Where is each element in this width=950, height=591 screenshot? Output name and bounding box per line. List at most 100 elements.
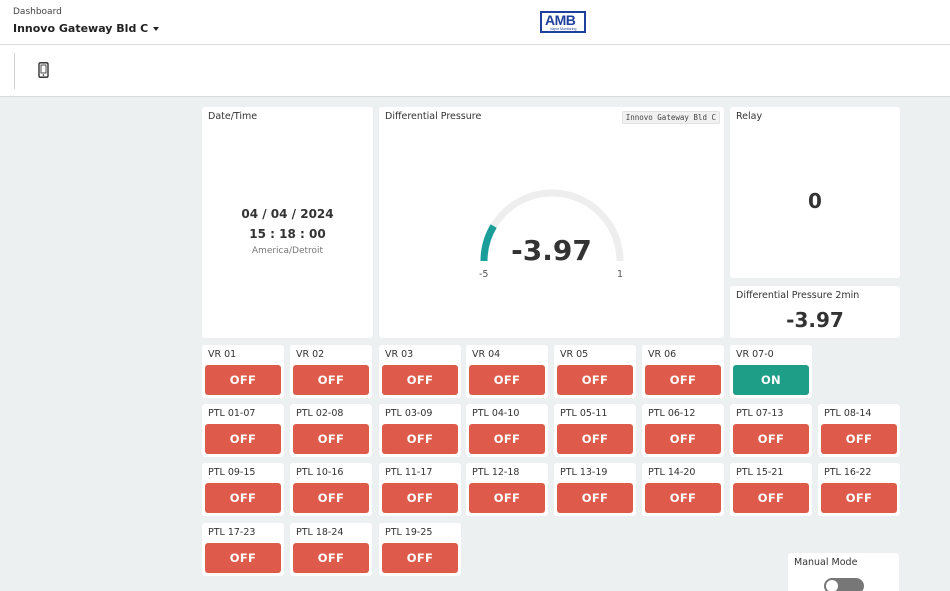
switch-label: PTL 16-22 <box>824 467 872 478</box>
datetime-label: Date/Time <box>208 111 258 122</box>
switch-toggle-button[interactable]: OFF <box>205 483 281 513</box>
switch-card: PTL 13-19 OFF <box>554 463 636 516</box>
manual-mode-toggle[interactable] <box>824 578 864 591</box>
switch-card: PTL 08-14 OFF <box>818 404 900 457</box>
switch-toggle-button[interactable]: OFF <box>382 543 458 573</box>
device-badge: Innovo Gateway Bld C <box>621 111 720 124</box>
switch-toggle-button[interactable]: OFF <box>469 365 545 395</box>
switch-card: VR 06 OFF <box>642 345 724 398</box>
differential-pressure-2min-label: Differential Pressure 2min <box>736 290 860 301</box>
differential-pressure-card: Differential Pressure Innovo Gateway Bld… <box>379 107 724 338</box>
switch-toggle-button[interactable]: OFF <box>205 424 281 454</box>
switch-card: PTL 10-16 OFF <box>290 463 372 516</box>
switch-card: PTL 05-11 OFF <box>554 404 636 457</box>
switch-label: VR 04 <box>472 349 501 360</box>
switch-toggle-button[interactable]: OFF <box>557 365 633 395</box>
switch-label: PTL 05-11 <box>560 408 608 419</box>
switch-label: VR 05 <box>560 349 589 360</box>
toggle-knob <box>826 580 838 591</box>
switch-toggle-button[interactable]: OFF <box>382 424 458 454</box>
switch-label: PTL 15-21 <box>736 467 784 478</box>
switch-toggle-button[interactable]: OFF <box>557 424 633 454</box>
switch-toggle-button[interactable]: OFF <box>557 483 633 513</box>
switch-label: PTL 08-14 <box>824 408 872 419</box>
relay-label: Relay <box>736 111 763 122</box>
current-time: 15 : 18 : 00 <box>249 227 326 241</box>
toolbar <box>0 45 950 97</box>
differential-pressure-2min-value: -3.97 <box>786 308 844 332</box>
switch-card: PTL 03-09 OFF <box>379 404 461 457</box>
switch-card: PTL 19-25 OFF <box>379 523 461 576</box>
switch-toggle-button[interactable]: OFF <box>205 365 281 395</box>
switch-label: VR 03 <box>385 349 414 360</box>
switch-card: PTL 17-23 OFF <box>202 523 284 576</box>
switch-card: VR 01 OFF <box>202 345 284 398</box>
manual-mode-label: Manual Mode <box>794 557 858 568</box>
pressure-gauge <box>480 189 624 262</box>
switch-label: PTL 11-17 <box>385 467 433 478</box>
switch-card: VR 04 OFF <box>466 345 548 398</box>
switch-toggle-button[interactable]: OFF <box>469 424 545 454</box>
switch-toggle-button[interactable]: OFF <box>733 483 809 513</box>
manual-mode-card: Manual Mode <box>788 553 899 591</box>
relay-card: Relay 0 <box>730 107 900 278</box>
differential-pressure-2min-card: Differential Pressure 2min -3.97 <box>730 286 900 338</box>
timezone: America/Detroit <box>251 246 324 256</box>
switch-card: VR 05 OFF <box>554 345 636 398</box>
relay-value: 0 <box>808 189 822 213</box>
switch-card: VR 02 OFF <box>290 345 372 398</box>
switch-toggle-button[interactable]: OFF <box>382 483 458 513</box>
switch-label: PTL 02-08 <box>296 408 344 419</box>
switch-card: PTL 15-21 OFF <box>730 463 812 516</box>
switch-label: PTL 03-09 <box>385 408 433 419</box>
switch-label: PTL 04-10 <box>472 408 520 419</box>
switch-toggle-button[interactable]: OFF <box>469 483 545 513</box>
switch-card: PTL 07-13 OFF <box>730 404 812 457</box>
amb-logo: AMB Vapor Monitoring <box>540 11 586 33</box>
toolbar-divider <box>14 53 15 89</box>
logo-text: AMB <box>545 12 576 28</box>
dashboard-selector[interactable]: Innovo Gateway Bld C <box>13 22 160 35</box>
switch-toggle-button[interactable]: OFF <box>205 543 281 573</box>
switch-toggle-button[interactable]: OFF <box>293 543 369 573</box>
switch-card: PTL 14-20 OFF <box>642 463 724 516</box>
switch-toggle-button[interactable]: OFF <box>645 365 721 395</box>
switch-label: PTL 18-24 <box>296 527 344 538</box>
switch-toggle-button[interactable]: OFF <box>293 424 369 454</box>
mobile-phone-icon[interactable] <box>38 62 49 78</box>
dashboard-title: Innovo Gateway Bld C <box>13 22 149 35</box>
switch-label: PTL 09-15 <box>208 467 256 478</box>
switch-card: PTL 11-17 OFF <box>379 463 461 516</box>
switch-label: PTL 07-13 <box>736 408 784 419</box>
switch-card: PTL 04-10 OFF <box>466 404 548 457</box>
switch-toggle-button[interactable]: OFF <box>821 483 897 513</box>
differential-pressure-label: Differential Pressure <box>385 111 482 122</box>
switch-label: PTL 19-25 <box>385 527 433 538</box>
current-date: 04 / 04 / 2024 <box>241 207 334 221</box>
gauge-min-label: -5 <box>479 269 489 280</box>
switch-toggle-button[interactable]: OFF <box>293 365 369 395</box>
gauge-max-label: 1 <box>617 269 624 280</box>
switch-toggle-button[interactable]: ON <box>733 365 809 395</box>
breadcrumb[interactable]: Dashboard <box>13 7 62 17</box>
switch-label: VR 01 <box>208 349 237 360</box>
switch-card: PTL 12-18 OFF <box>466 463 548 516</box>
switch-label: PTL 13-19 <box>560 467 608 478</box>
switch-label: VR 07-0 <box>736 349 774 360</box>
switch-card: PTL 16-22 OFF <box>818 463 900 516</box>
pressure-value: -3.97 <box>511 234 592 267</box>
switch-toggle-button[interactable]: OFF <box>645 424 721 454</box>
switch-toggle-button[interactable]: OFF <box>645 483 721 513</box>
switch-card: PTL 09-15 OFF <box>202 463 284 516</box>
switch-card: PTL 18-24 OFF <box>290 523 372 576</box>
switch-label: PTL 10-16 <box>296 467 344 478</box>
switch-label: VR 06 <box>648 349 677 360</box>
switch-toggle-button[interactable]: OFF <box>382 365 458 395</box>
switch-label: PTL 12-18 <box>472 467 520 478</box>
switch-toggle-button[interactable]: OFF <box>821 424 897 454</box>
switch-toggle-button[interactable]: OFF <box>733 424 809 454</box>
app-header: Dashboard Innovo Gateway Bld C AMB Vapor… <box>0 0 950 45</box>
switch-label: PTL 14-20 <box>648 467 696 478</box>
switch-card: PTL 01-07 OFF <box>202 404 284 457</box>
switch-toggle-button[interactable]: OFF <box>293 483 369 513</box>
